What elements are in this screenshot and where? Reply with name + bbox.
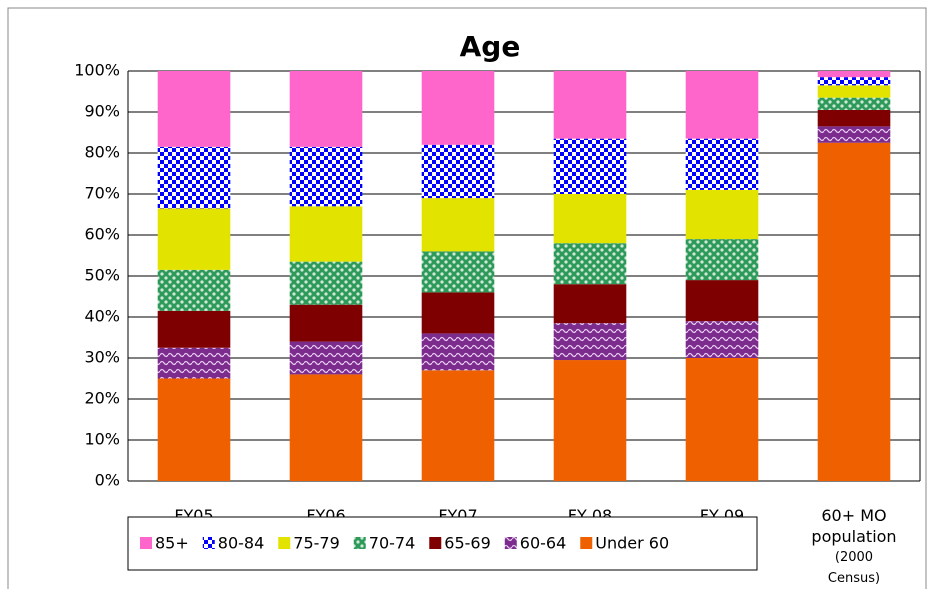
bar-segment [817,109,891,127]
legend-swatch [353,537,366,549]
bar-segment [553,360,627,481]
category-note: (2000 Census) [827,550,881,586]
bar-segment [553,138,627,194]
legend-label: 75-79 [293,534,340,553]
bar-segment [553,194,627,244]
bar-segment [817,71,891,78]
frame [7,7,927,589]
bar-segment [421,292,495,334]
y-tick-label: 10% [84,430,120,449]
y-tick-label: 50% [84,266,120,285]
y-tick-label: 30% [84,348,120,367]
y-tick-label: 90% [84,102,120,121]
x-tick-label-box: 60+ MO population (2000 Census) [808,505,900,589]
bar-segment [157,378,231,481]
legend-swatch [429,537,442,549]
y-tick-label: 60% [84,225,120,244]
bar-segment [685,358,759,481]
bar-segment [289,206,363,262]
bar-segment [289,304,363,342]
bar-segment [685,280,759,322]
bar-segment [817,97,891,110]
bar-segment [685,189,759,240]
bar-segment [553,71,627,139]
x-tick-label-wrap: 60+ MO population (2000 Census) [808,505,900,589]
bar-segment [685,71,759,139]
bar-segment [157,71,231,147]
y-tick-label: 40% [84,307,120,326]
legend-label: Under 60 [595,534,669,553]
bar-segment [157,310,231,348]
bar-segment [421,333,495,371]
y-tick-label: 20% [84,389,120,408]
bar-segment [553,284,627,324]
bar-segment [685,239,759,281]
legend-label: 65-69 [444,534,491,553]
y-tick-label: 70% [84,184,120,203]
bar-segment [421,71,495,145]
bar-segment [685,138,759,190]
legend-swatch [140,537,152,549]
bar-segment [553,323,627,361]
legend-swatch [580,537,593,549]
bar-segment [421,198,495,252]
bar-segment [817,85,891,98]
chart-title: Age [460,30,521,63]
legend-label: 85+ [155,534,189,553]
bar-segment [157,269,231,311]
legend-label: 70-74 [369,534,416,553]
bar-segment [553,243,627,285]
bar-segment [157,208,231,270]
bar-segment [289,146,363,207]
bar-segment [289,261,363,305]
legend-box [127,516,758,571]
bar-segment [817,126,891,143]
bar-segment [421,370,495,481]
legend-label: 60-64 [520,534,567,553]
bar-segment [421,144,495,199]
bar-segment [157,347,231,379]
x-tick-label: 60+ MO population [811,506,897,546]
y-tick-label: 0% [95,471,120,490]
bar-segment [289,341,363,375]
y-tick-label: 100% [74,61,120,80]
bar-segment [685,321,759,358]
legend-label: 80-84 [218,534,265,553]
legend-swatch [202,537,215,549]
y-tick-label: 80% [84,143,120,162]
bar-segment [289,374,363,481]
legend-swatch [278,537,291,549]
bar-segment [421,251,495,293]
bar-segment [817,77,891,86]
bar-segment [817,142,891,481]
bar-segment [157,146,231,209]
legend-swatch [504,537,517,549]
bar-segment [289,71,363,147]
